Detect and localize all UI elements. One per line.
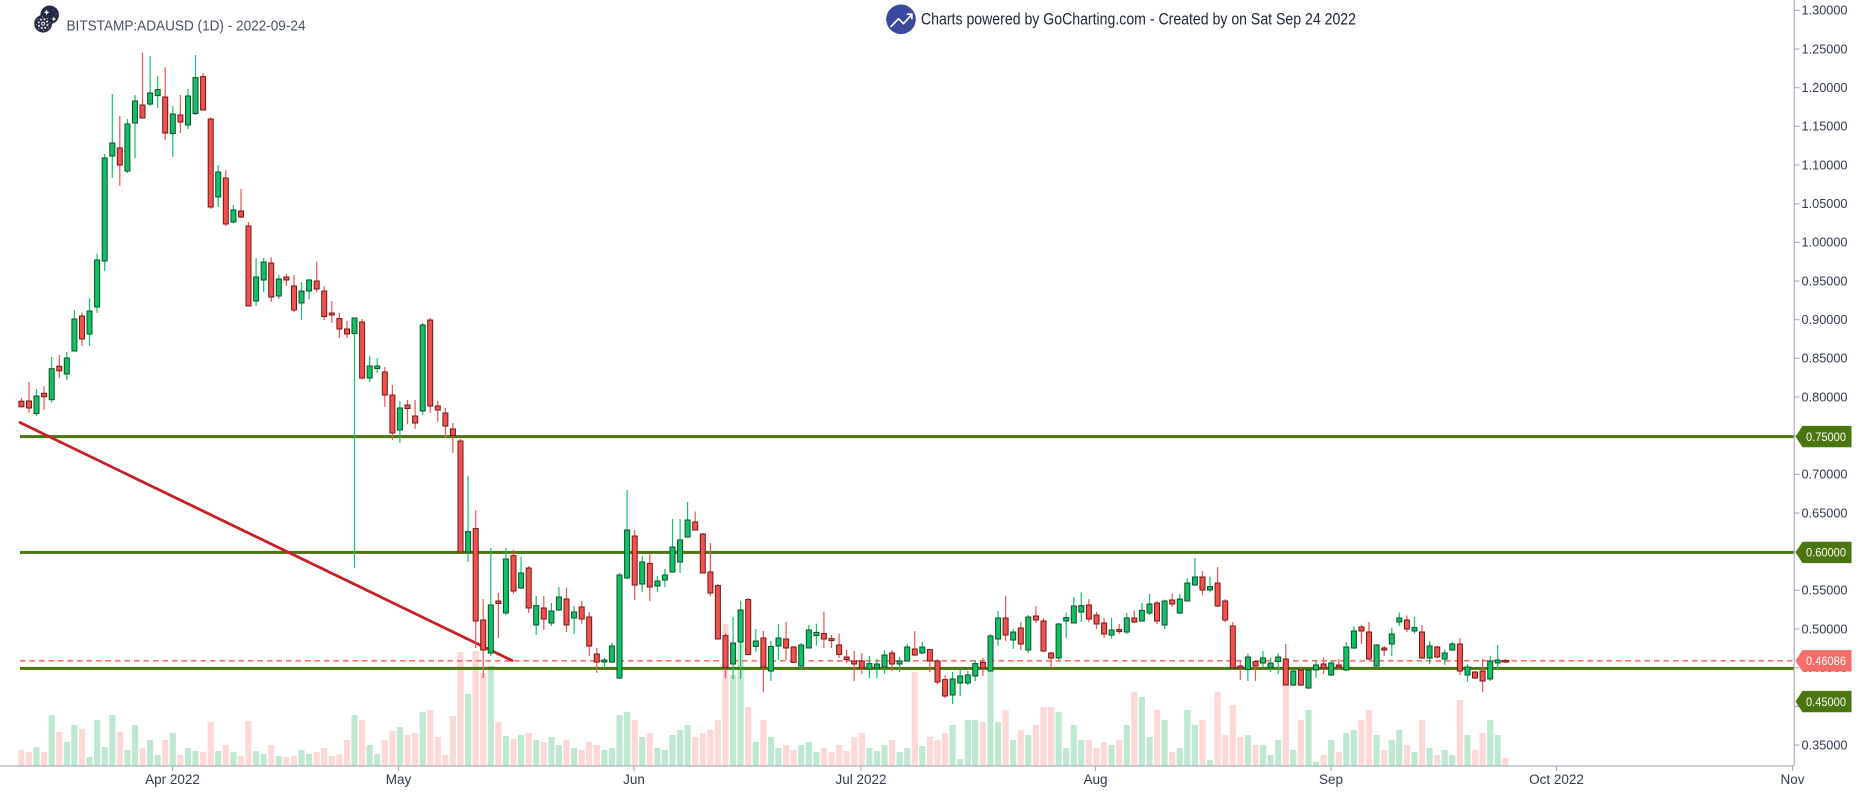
svg-text:Oct 2022: Oct 2022 [1529, 772, 1584, 787]
svg-text:0.85000: 0.85000 [1802, 352, 1848, 366]
svg-text:0.60000: 0.60000 [1806, 548, 1846, 560]
svg-text:0.35000: 0.35000 [1802, 738, 1848, 752]
svg-text:Jul 2022: Jul 2022 [835, 772, 886, 787]
svg-text:Aug: Aug [1083, 772, 1107, 787]
svg-text:BITSTAMP:ADAUSD (1D) - 2022-09: BITSTAMP:ADAUSD (1D) - 2022-09-24 [67, 19, 306, 35]
svg-text:May: May [386, 772, 412, 787]
svg-text:0.50000: 0.50000 [1802, 622, 1848, 636]
svg-text:Sep: Sep [1319, 772, 1343, 787]
svg-text:0.75000: 0.75000 [1806, 432, 1846, 444]
svg-text:0.95000: 0.95000 [1802, 274, 1848, 288]
svg-text:1.05000: 1.05000 [1802, 197, 1848, 211]
svg-text:0.46086: 0.46086 [1806, 656, 1846, 668]
svg-text:Charts powered by GoCharting.c: Charts powered by GoCharting.com - Creat… [921, 10, 1356, 28]
svg-text:0.65000: 0.65000 [1802, 506, 1848, 520]
svg-text:0.55000: 0.55000 [1802, 584, 1848, 598]
svg-text:0.90000: 0.90000 [1802, 313, 1848, 327]
svg-text:1.10000: 1.10000 [1802, 158, 1848, 172]
svg-text:Jun: Jun [623, 772, 645, 787]
svg-text:1.25000: 1.25000 [1802, 42, 1848, 56]
svg-text:1.30000: 1.30000 [1802, 4, 1848, 18]
svg-text:Nov: Nov [1780, 772, 1804, 787]
svg-text:1.00000: 1.00000 [1802, 236, 1848, 250]
svg-text:1.15000: 1.15000 [1802, 120, 1848, 134]
svg-text:Apr 2022: Apr 2022 [145, 772, 200, 787]
svg-text:0.80000: 0.80000 [1802, 390, 1848, 404]
svg-text:0.70000: 0.70000 [1802, 468, 1848, 482]
svg-text:0.45000: 0.45000 [1806, 697, 1846, 709]
svg-text:1.20000: 1.20000 [1802, 81, 1848, 95]
